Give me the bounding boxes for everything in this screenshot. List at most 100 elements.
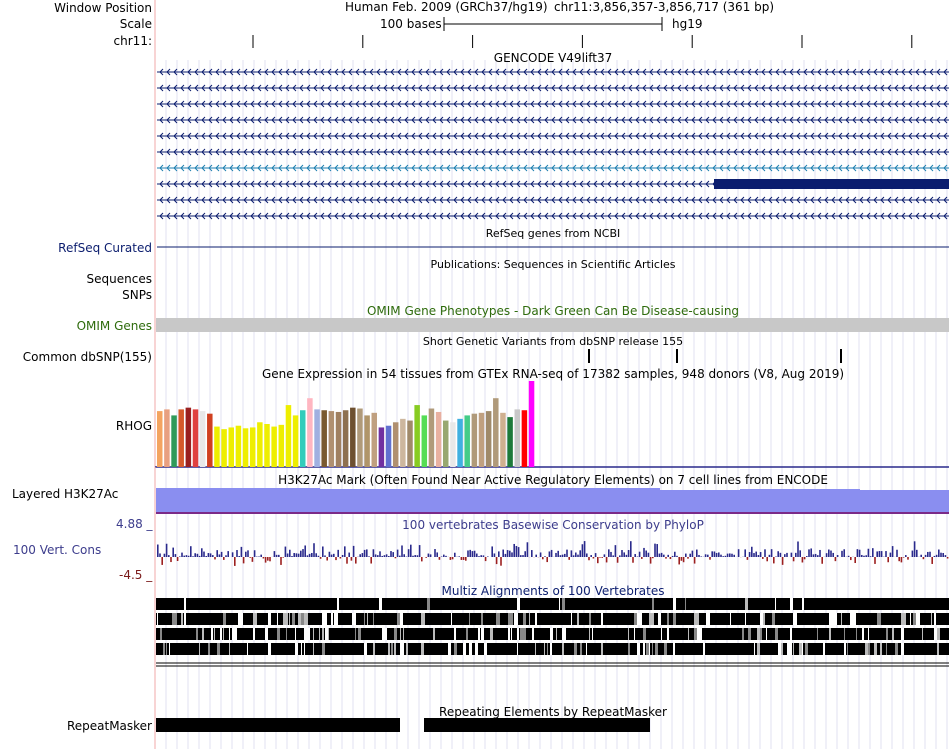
gtex-tissue-bar[interactable] <box>514 409 521 467</box>
gtex-tissue-bar[interactable] <box>278 424 285 467</box>
gtex-tissue-bar[interactable] <box>328 411 335 467</box>
gtex-tissue-bar[interactable] <box>285 405 292 467</box>
omim-label[interactable]: OMIM Genes <box>76 319 152 333</box>
phylop-bar <box>212 555 214 557</box>
gtex-tissue-bar[interactable] <box>485 411 492 467</box>
phylop-bar <box>502 549 504 557</box>
dbsnp-label[interactable]: Common dbSNP(155) <box>22 350 152 364</box>
phylop-bar <box>293 553 295 557</box>
gtex-tissue-bar[interactable] <box>371 412 378 467</box>
sequences-label[interactable]: Sequences <box>86 272 152 286</box>
gtex-tissue-bar[interactable] <box>321 410 327 467</box>
gencode-transcript-line[interactable] <box>157 212 949 220</box>
multiz-row[interactable] <box>156 643 949 655</box>
gtex-tissue-bar[interactable] <box>407 420 413 467</box>
gtex-tissue-bar[interactable] <box>192 409 199 467</box>
gtex-tissue-bar[interactable] <box>342 410 349 467</box>
gtex-tissue-bar[interactable] <box>464 415 470 467</box>
gtex-tissue-bar[interactable] <box>357 408 363 467</box>
gtex-tissue-bar[interactable] <box>264 424 270 467</box>
phylop-bar <box>693 557 696 564</box>
gtex-bars[interactable] <box>157 381 535 467</box>
gtex-tissue-bar[interactable] <box>207 413 213 467</box>
gtex-tissue-bar[interactable] <box>392 422 399 467</box>
gtex-tissue-bar[interactable] <box>528 381 535 467</box>
gtex-tissue-bar[interactable] <box>500 412 506 467</box>
gtex-tissue-bar[interactable] <box>228 427 235 467</box>
phylop-bar <box>634 554 636 557</box>
gtex-tissue-bar[interactable] <box>249 427 256 467</box>
gtex-tissue-bar[interactable] <box>385 425 392 467</box>
gtex-tissue-bar[interactable] <box>335 411 342 467</box>
omim-bar[interactable] <box>156 318 949 332</box>
phylop-bar <box>223 557 225 560</box>
gtex-tissue-bar[interactable] <box>428 408 435 467</box>
gtex-tissue-bar[interactable] <box>271 426 277 467</box>
gtex-gene-label[interactable]: RHOG <box>115 419 152 433</box>
phylop-bar <box>832 552 834 557</box>
phylop-bar <box>390 551 392 557</box>
gtex-tissue-bar[interactable] <box>157 411 163 467</box>
gtex-tissue-bar[interactable] <box>414 405 420 467</box>
gtex-tissue-bar[interactable] <box>421 415 428 467</box>
gtex-tissue-bar[interactable] <box>292 415 299 467</box>
gtex-tissue-bar[interactable] <box>400 418 406 467</box>
gtex-tissue-bar[interactable] <box>185 407 192 467</box>
gtex-tissue-bar[interactable] <box>435 411 442 467</box>
gtex-tissue-bar[interactable] <box>242 428 249 467</box>
gencode-transcript-line[interactable] <box>157 132 949 140</box>
gtex-tissue-bar[interactable] <box>171 415 177 467</box>
gtex-tissue-bar[interactable] <box>521 410 528 467</box>
gtex-tissue-bar[interactable] <box>300 410 306 467</box>
gtex-tissue-bar[interactable] <box>478 412 485 467</box>
dbsnp-variant[interactable] <box>840 349 842 363</box>
ruler-track[interactable] <box>252 17 913 48</box>
gtex-tissue-bar[interactable] <box>307 398 313 467</box>
h3k27ac-label[interactable]: Layered H3K27Ac <box>12 487 119 501</box>
gencode-transcript-line[interactable] <box>157 84 949 92</box>
gtex-tissue-bar[interactable] <box>235 425 242 467</box>
gtex-tissue-bar[interactable] <box>214 426 220 467</box>
gencode-track[interactable] <box>157 68 949 220</box>
gtex-tissue-bar[interactable] <box>493 398 499 467</box>
gtex-tissue-bar[interactable] <box>443 420 449 467</box>
phylop-bar <box>526 542 529 557</box>
phylop-bar <box>381 555 383 557</box>
phylop-bar <box>289 549 291 557</box>
phylop-label[interactable]: 100 Vert. Cons <box>13 543 102 557</box>
gencode-transcript-line[interactable] <box>157 100 949 108</box>
gtex-tissue-bar[interactable] <box>450 422 456 467</box>
refseq-label[interactable]: RefSeq Curated <box>58 241 152 255</box>
gencode-transcript-line[interactable] <box>157 116 949 124</box>
gtex-tissue-bar[interactable] <box>364 415 370 467</box>
gtex-tissue-bar[interactable] <box>471 413 478 467</box>
dbsnp-variant[interactable] <box>588 349 590 363</box>
phylop-bar <box>214 557 216 560</box>
multiz-alignment-rows[interactable] <box>156 598 949 667</box>
multiz-row[interactable] <box>156 598 949 610</box>
gtex-tissue-bar[interactable] <box>199 411 206 467</box>
repeatmasker-blocks[interactable] <box>156 718 650 732</box>
gtex-tissue-bar[interactable] <box>221 429 227 467</box>
multiz-row[interactable] <box>156 628 949 640</box>
gencode-transcript-line[interactable] <box>157 164 949 172</box>
repeatmasker-label[interactable]: RepeatMasker <box>66 719 152 733</box>
gtex-tissue-bar[interactable] <box>314 409 320 467</box>
snps-label[interactable]: SNPs <box>122 288 152 302</box>
dbsnp-variant[interactable] <box>676 349 678 363</box>
gencode-transcript-line[interactable] <box>157 68 949 76</box>
gtex-tissue-bar[interactable] <box>257 422 263 467</box>
phylop-bars[interactable] <box>157 541 949 566</box>
multiz-row[interactable] <box>156 613 949 625</box>
gencode-transcript-line[interactable] <box>157 196 949 204</box>
h3k27ac-area[interactable] <box>156 488 949 514</box>
gtex-tissue-bar[interactable] <box>378 427 385 467</box>
gtex-tissue-bar[interactable] <box>164 409 170 467</box>
gencode-transcript-line[interactable] <box>157 148 949 156</box>
phylop-bar <box>333 553 335 557</box>
gtex-tissue-bar[interactable] <box>507 417 513 467</box>
gtex-tissue-bar[interactable] <box>178 409 184 467</box>
gtex-tissue-bar[interactable] <box>350 407 356 467</box>
gtex-tissue-bar[interactable] <box>457 418 463 467</box>
gencode-transcript-line[interactable] <box>157 179 949 189</box>
